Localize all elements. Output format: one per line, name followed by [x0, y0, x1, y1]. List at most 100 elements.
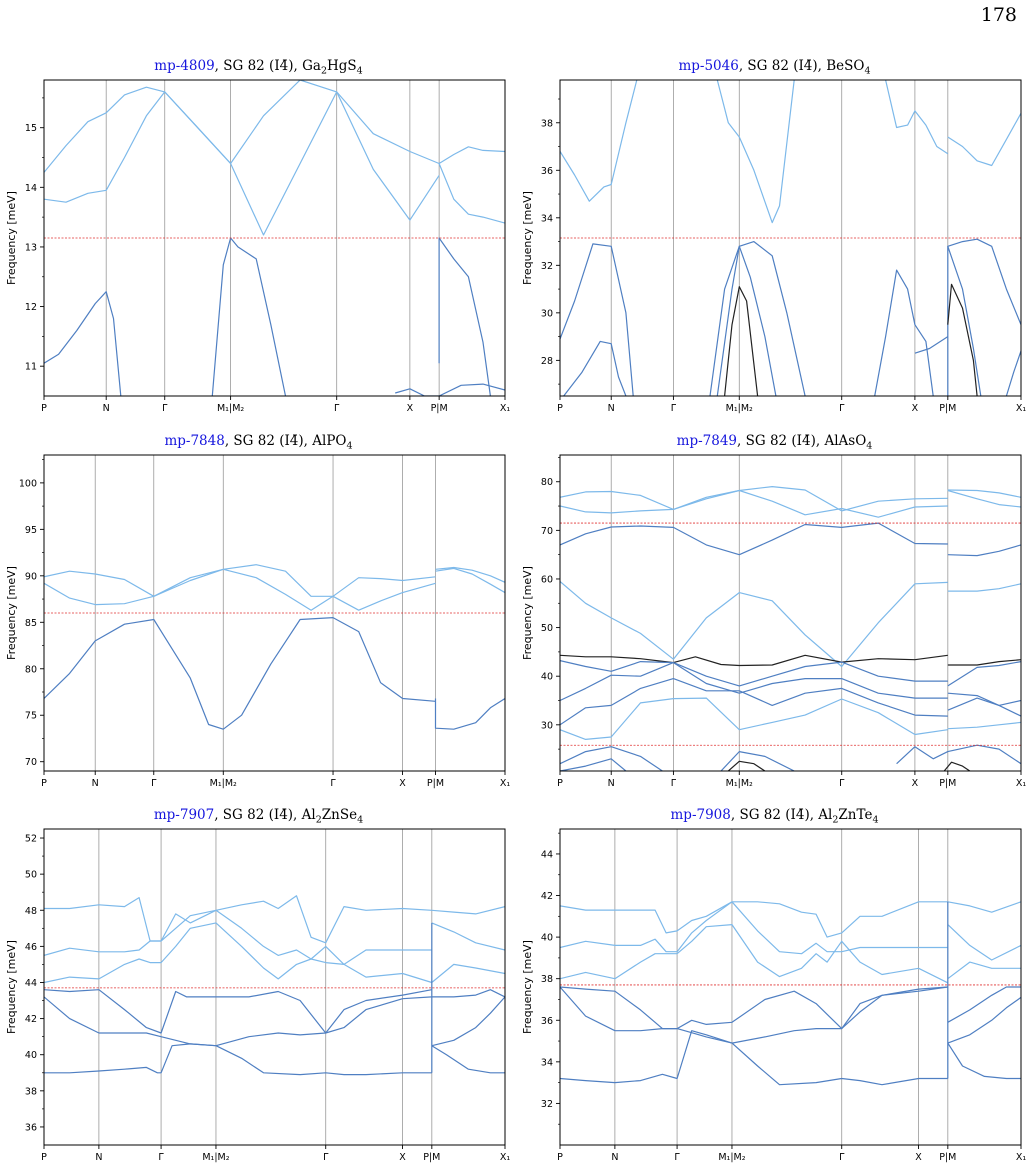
- formula-element: Be: [826, 58, 845, 74]
- formula-element: Ga: [302, 58, 321, 74]
- band-line: [947, 961, 1021, 980]
- band-structure-plot: 11 12 13 14 15 P N Γ M₁|M₂ Γ X P|M X₁ Frequency [meV]: [5, 79, 510, 414]
- x-tick-label: P: [557, 1152, 563, 1163]
- band-line: [438, 146, 505, 165]
- chart-panel-mp-7907: mp-7907, SG 82 (I4̄), Al2ZnSe4 36 38 40 42 44…: [0, 801, 517, 1176]
- band-line: [947, 283, 978, 396]
- chart-title: mp-7907, SG 82 (I4̄), Al2ZnSe4: [0, 807, 517, 826]
- band-line: [716, 80, 795, 224]
- y-tick-label: 40: [25, 1050, 37, 1061]
- band-line: [1005, 350, 1021, 396]
- formula-element: Zn: [838, 807, 857, 823]
- y-tick-label: 50: [25, 870, 37, 881]
- y-axis-label: Frequency [meV]: [521, 940, 534, 1034]
- band-line: [44, 91, 440, 236]
- x-tick-label: N: [611, 1152, 618, 1163]
- band-line: [44, 909, 432, 965]
- y-tick-label: 36: [541, 166, 553, 177]
- material-id-link[interactable]: mp-5046: [678, 58, 739, 74]
- band-line: [947, 238, 1021, 396]
- y-tick-label: 44: [25, 978, 37, 989]
- y-tick-label: 75: [25, 711, 37, 722]
- band-line: [896, 744, 1021, 765]
- y-tick-label: 30: [541, 720, 553, 731]
- formula-element: P: [326, 433, 336, 449]
- x-tick-label: P|M: [423, 1152, 440, 1163]
- y-tick-label: 50: [541, 623, 553, 634]
- formula-subscript: 4: [357, 814, 364, 826]
- band-line: [874, 269, 934, 396]
- x-tick-label: X: [407, 403, 414, 414]
- x-tick-label: P: [557, 403, 563, 414]
- band-line: [560, 678, 948, 726]
- y-axis-label: Frequency [meV]: [5, 940, 18, 1034]
- band-line: [44, 564, 436, 597]
- material-id-link[interactable]: mp-7907: [153, 807, 215, 823]
- material-id-link[interactable]: mp-7908: [670, 807, 731, 823]
- band-line: [885, 80, 949, 155]
- band-line: [395, 383, 505, 396]
- material-id-link[interactable]: mp-7849: [676, 433, 738, 449]
- x-tick-label: M₁|M₂: [726, 778, 753, 789]
- band-line: [431, 989, 505, 998]
- space-group-text: , SG 82 (I4̄),: [730, 807, 819, 823]
- x-tick-label: X₁: [1016, 403, 1027, 414]
- band-line: [563, 340, 627, 396]
- material-id-link[interactable]: mp-4809: [154, 58, 215, 74]
- formula-element: O: [853, 58, 865, 74]
- x-tick-label: Γ: [151, 778, 157, 789]
- y-tick-label: 95: [25, 525, 37, 536]
- band-line: [947, 721, 1021, 730]
- band-line: [724, 286, 759, 396]
- band-line: [438, 163, 505, 224]
- plot-frame: [43, 79, 506, 397]
- x-tick-label: Γ: [334, 403, 340, 414]
- band-line: [947, 246, 982, 396]
- band-line: [44, 989, 432, 1034]
- band-line: [709, 241, 806, 396]
- page-number: 178: [980, 4, 1017, 26]
- y-tick-label: 46: [25, 942, 37, 953]
- chart-panel-mp-7849: mp-7849, SG 82 (I4̄), AlAsO4 30 40 50 60 70 80…: [516, 427, 1033, 802]
- band-line: [44, 922, 432, 984]
- formula-element: O: [855, 433, 867, 449]
- x-tick-label: Γ: [674, 1152, 680, 1163]
- chart-title: mp-7849, SG 82 (I4̄), AlAsO4: [516, 433, 1033, 452]
- y-tick-label: 15: [25, 123, 37, 134]
- y-tick-label: 80: [25, 664, 37, 675]
- band-line: [560, 697, 948, 740]
- x-tick-label: M₁|M₂: [726, 403, 753, 414]
- material-id-link[interactable]: mp-7848: [164, 433, 225, 449]
- chemical-formula: Ga2HgS4: [302, 58, 363, 77]
- plot-frame: [559, 828, 1022, 1146]
- y-tick-label: 32: [541, 261, 553, 272]
- band-line: [947, 901, 1021, 913]
- x-tick-label: Γ: [839, 1152, 845, 1163]
- formula-element: S: [347, 58, 357, 74]
- band-line: [914, 336, 949, 354]
- band-line: [947, 924, 1021, 961]
- x-tick-label: P: [557, 778, 563, 789]
- x-tick-label: N: [103, 403, 110, 414]
- x-tick-label: N: [608, 778, 615, 789]
- band-structure-plot: 30 40 50 60 70 80 P N Γ M₁|M₂ Γ X P|M X₁ Frequency [me…: [521, 454, 1026, 789]
- y-tick-label: 60: [541, 574, 553, 585]
- x-tick-label: X: [915, 1152, 922, 1163]
- formula-subscript: 4: [356, 65, 363, 77]
- band-line: [560, 901, 948, 938]
- x-tick-label: Γ: [162, 403, 168, 414]
- plot-frame: [559, 79, 1022, 397]
- x-tick-label: X: [912, 778, 919, 789]
- x-tick-label: P|M: [939, 403, 956, 414]
- chart-title: mp-7908, SG 82 (I4̄), Al2ZnTe4: [516, 807, 1033, 826]
- chart-title: mp-7848, SG 82 (I4̄), AlPO4: [0, 433, 517, 452]
- band-line: [431, 963, 505, 983]
- x-tick-label: Γ: [158, 1152, 164, 1163]
- y-tick-label: 52: [25, 834, 37, 845]
- band-line: [947, 113, 1021, 167]
- y-tick-label: 80: [541, 477, 553, 488]
- plot-frame: [43, 454, 506, 772]
- band-line: [560, 901, 948, 955]
- formula-element: Te: [856, 807, 873, 823]
- band-line: [720, 751, 795, 771]
